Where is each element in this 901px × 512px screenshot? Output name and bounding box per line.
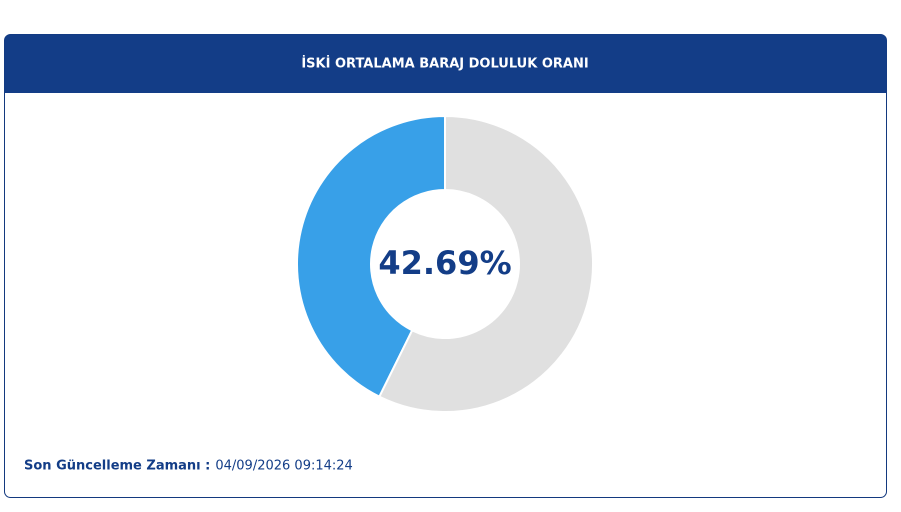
chart-title: İSKİ ORTALAMA BARAJ DOLULUK ORANI <box>301 56 588 72</box>
donut <box>296 114 594 413</box>
footer-label: Son Güncelleme Zamanı : <box>24 459 210 474</box>
card-header <box>4 34 887 93</box>
donut-slice <box>296 114 446 399</box>
center-label: 42.69% <box>378 244 511 282</box>
footer-timestamp: 04/09/2026 09:14:24 <box>215 459 352 474</box>
donut-slice <box>378 114 594 413</box>
